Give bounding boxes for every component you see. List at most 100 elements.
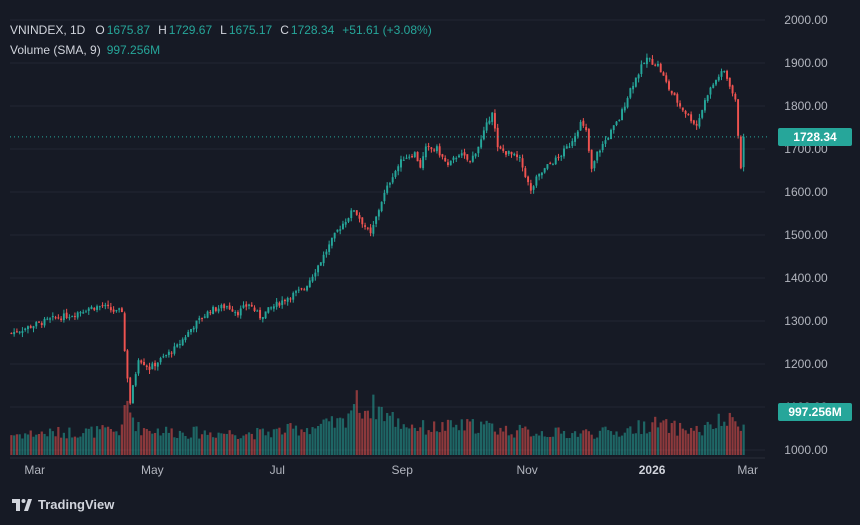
volume-bar (123, 405, 126, 455)
volume-bar (115, 431, 118, 455)
volume-bar (701, 435, 704, 455)
candle-body (623, 106, 626, 111)
candle-body (300, 288, 303, 290)
volume-bar (438, 432, 441, 455)
volume-bar (325, 418, 328, 455)
candle-body (717, 76, 720, 81)
volume-bar (504, 425, 508, 455)
candle-body (173, 346, 176, 354)
volume-bar (173, 437, 176, 455)
candle-body (134, 374, 137, 386)
volume-bar (585, 429, 588, 455)
volume-bar (225, 433, 229, 455)
candle-body (65, 312, 68, 319)
volume-bar (651, 422, 654, 455)
candle-body (353, 210, 355, 212)
volume-bar (496, 434, 499, 455)
volume-bar (65, 438, 68, 455)
candle-body (176, 344, 179, 347)
candle-body (225, 306, 228, 308)
candle-body (435, 146, 438, 152)
volume-bar (13, 435, 16, 455)
price-axis[interactable]: 1000.001100.001200.001300.001400.001500.… (784, 13, 828, 457)
candle-body (543, 168, 546, 173)
candle-body (239, 308, 242, 316)
candle-body (557, 156, 560, 158)
candle-body (601, 143, 604, 151)
candle-body (372, 225, 375, 234)
volume-bar (203, 430, 206, 455)
y-tick-label: 1400.00 (784, 271, 828, 285)
volume-bar (187, 438, 190, 455)
candle-body (491, 112, 494, 122)
candle-body (723, 71, 726, 73)
volume-bar (687, 433, 690, 455)
volume-bar (289, 423, 292, 455)
candle-body (38, 321, 40, 323)
symbol-label[interactable]: VNINDEX, 1D (10, 23, 86, 37)
candle-body (181, 339, 184, 346)
volume-bar (457, 430, 461, 455)
volume-bar (554, 427, 557, 455)
candle-body (618, 119, 621, 121)
candle-body (524, 168, 527, 177)
volume-bar (394, 426, 397, 455)
volume-bar (706, 421, 709, 455)
candle-body (726, 70, 729, 79)
brand-name: TradingView (38, 497, 115, 512)
volume-bar (640, 434, 643, 455)
candle-body (270, 307, 273, 309)
volume-bar (57, 426, 60, 455)
candle-body (159, 357, 162, 363)
volume-bar (311, 427, 314, 455)
time-axis[interactable]: Mar May Jul Sep Nov 2026 Mar (10, 457, 765, 477)
candle-body (742, 136, 745, 168)
volume-bar (112, 431, 115, 455)
candle-body (568, 146, 571, 148)
candle-body (444, 157, 447, 162)
volume-bar (84, 428, 88, 455)
volume-bar (106, 426, 110, 455)
candle-body (538, 173, 541, 177)
volume-indicator-label[interactable]: Volume (SMA, 9) (10, 43, 101, 57)
volume-bar (184, 435, 187, 455)
volume-bar (402, 424, 405, 455)
volume-bar (712, 428, 715, 455)
close-value: 1728.34 (290, 23, 335, 37)
candle-body (295, 291, 297, 293)
candle-body (35, 322, 38, 327)
volume-bar (358, 412, 361, 455)
volume-bar (26, 434, 30, 455)
candle-body (386, 185, 389, 193)
volume-bar (676, 435, 679, 455)
candle-body (640, 64, 643, 74)
volume-bar (82, 433, 85, 455)
volume-bar (637, 420, 640, 455)
volume-bar (449, 420, 452, 455)
volume-bar (15, 434, 19, 455)
volume-bar (634, 433, 637, 455)
tradingview-brand[interactable]: TradingView (12, 497, 114, 512)
candle-body (71, 316, 74, 318)
candle-body (460, 153, 463, 156)
volume-bar (181, 432, 184, 455)
candle-body (703, 100, 706, 111)
candle-body (281, 300, 284, 305)
candle-body (563, 148, 565, 157)
y-tick-label: 1500.00 (784, 228, 828, 242)
candle-body (408, 156, 411, 158)
candle-body (502, 148, 505, 151)
volume-bar (104, 427, 107, 455)
candle-body (598, 150, 601, 153)
candle-body (10, 332, 13, 334)
volume-bar (543, 436, 546, 455)
volume-bar (176, 437, 179, 455)
volume-bar (413, 427, 416, 455)
volume-bar (167, 432, 170, 455)
candle-body (198, 318, 201, 320)
volume-bar (54, 436, 57, 455)
candle-body (90, 306, 93, 309)
volume-bar (375, 419, 378, 455)
volume-bar (620, 435, 624, 455)
